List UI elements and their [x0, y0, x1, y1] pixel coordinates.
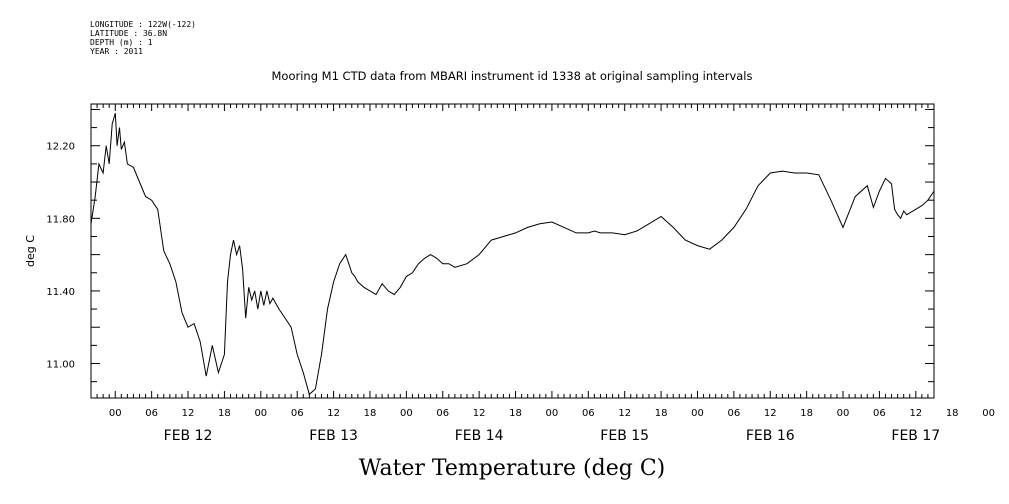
x-day-label: FEB 15 — [600, 428, 649, 444]
plot-frame — [90, 103, 935, 399]
ticks-layer: 00 06 12 18 00 06 12 18 00 06 12 18 00 06 12 18 00 06 12 18… — [46, 104, 995, 444]
x-tick-label: 06 — [436, 408, 449, 419]
y-axis-label: deg C — [24, 235, 37, 267]
metadata-longitude: LONGITUDE : 122W(-122) — [90, 20, 196, 29]
metadata-latitude: LATITUDE : 36.8N — [90, 29, 168, 38]
x-tick-label: 00 — [254, 408, 267, 419]
y-tick-label: 12.20 — [46, 142, 75, 153]
x-tick-label: 06 — [582, 408, 595, 419]
series-line-water-temperature — [90, 112, 935, 396]
x-tick-label: 12 — [473, 408, 486, 419]
x-day-label: FEB 17 — [891, 428, 940, 444]
x-day-label: FEB 13 — [309, 428, 358, 444]
x-tick-label: 18 — [509, 408, 522, 419]
metadata-depth: DEPTH (m) : 1 — [90, 38, 153, 47]
x-tick-label: 12 — [909, 408, 922, 419]
y-tick-label: 11.00 — [46, 360, 75, 371]
y-tick-label: 11.80 — [46, 214, 75, 225]
chart-title: Mooring M1 CTD data from MBARI instrumen… — [272, 69, 753, 83]
x-tick-label: 06 — [291, 408, 304, 419]
x-tick-label: 18 — [364, 408, 377, 419]
x-tick-label: 00 — [400, 408, 413, 419]
x-tick-label: 00 — [691, 408, 704, 419]
metadata-block: LONGITUDE : 122W(-122) LATITUDE : 36.8N … — [90, 20, 196, 56]
x-tick-label: 00 — [546, 408, 559, 419]
x-tick-label: 00 — [982, 408, 995, 419]
x-day-label: FEB 14 — [455, 428, 504, 444]
x-tick-label: 18 — [655, 408, 668, 419]
x-tick-label: 18 — [218, 408, 231, 419]
x-tick-label: 12 — [327, 408, 340, 419]
x-tick-label: 12 — [764, 408, 777, 419]
x-tick-label: 18 — [800, 408, 813, 419]
x-day-label: FEB 16 — [746, 428, 795, 444]
x-tick-label: 12 — [618, 408, 631, 419]
x-axis-label: Water Temperature (deg C) — [359, 456, 666, 481]
x-tick-label: 06 — [727, 408, 740, 419]
metadata-year: YEAR : 2011 — [90, 47, 143, 56]
y-tick-label: 11.40 — [46, 287, 75, 298]
x-tick-label: 00 — [109, 408, 122, 419]
x-tick-label: 06 — [873, 408, 886, 419]
x-tick-label: 18 — [946, 408, 959, 419]
x-day-label: FEB 12 — [164, 428, 213, 444]
x-tick-label: 12 — [182, 408, 195, 419]
x-tick-label: 06 — [145, 408, 158, 419]
x-tick-label: 00 — [837, 408, 850, 419]
